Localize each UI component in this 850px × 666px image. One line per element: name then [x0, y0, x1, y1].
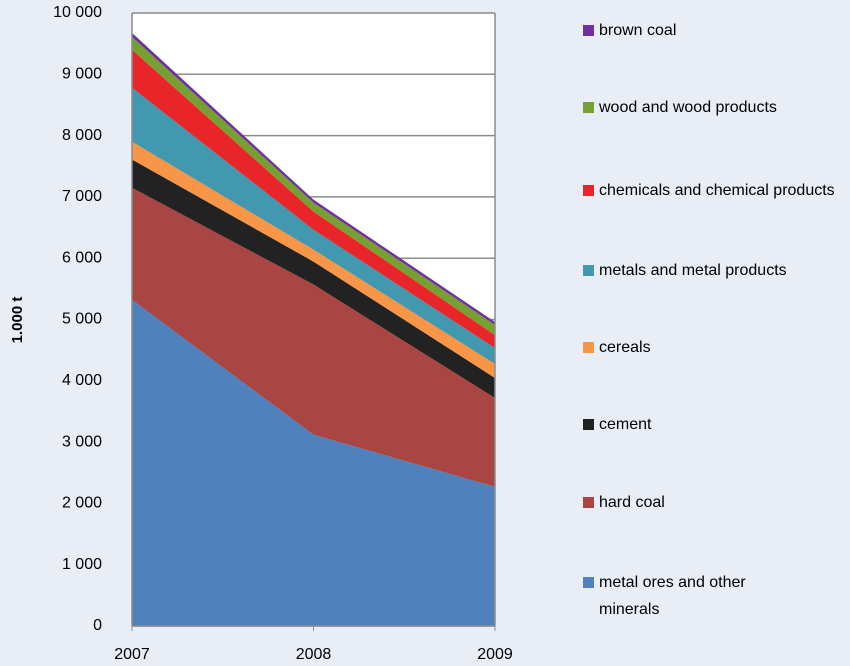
legend-entry: metals and metal products [583, 257, 789, 284]
legend-label: wood and wood products [599, 99, 777, 116]
legend-label: brown coal [599, 22, 677, 39]
legend-label: metals and metal products [599, 262, 787, 279]
x-tick-label: 2008 [296, 646, 332, 663]
y-tick-label: 0 [93, 617, 102, 634]
legend-swatch [583, 102, 594, 113]
legend-label: cement [599, 416, 652, 433]
legend-entry: brown coal [583, 17, 849, 44]
x-tick-label: 2009 [477, 646, 513, 663]
legend-swatch [583, 497, 594, 508]
legend-entry: cement [583, 411, 849, 438]
area [132, 141, 495, 379]
legend-entry: metal ores and other minerals [583, 569, 789, 623]
legend-swatch [583, 342, 594, 353]
area [132, 299, 495, 626]
legend-label: hard coal [599, 494, 665, 511]
legend-entry: wood and wood products [583, 94, 789, 121]
x-tick-label: 2007 [114, 646, 150, 663]
y-tick-label: 1 000 [62, 556, 102, 573]
legend-label: cereals [599, 339, 651, 356]
area [132, 49, 495, 349]
y-tick-label: 8 000 [62, 127, 102, 144]
legend-swatch [583, 577, 594, 588]
y-tick-label: 4 000 [62, 372, 102, 389]
legend-label: chemicals and chemical products [599, 182, 835, 199]
legend-swatch [583, 265, 594, 276]
area [132, 159, 495, 398]
y-tick-label: 10 000 [53, 4, 102, 21]
legend-entry: chemicals and chemical products [583, 177, 850, 204]
legend-entry: hard coal [583, 489, 849, 516]
legend-label: metal ores and other minerals [599, 574, 746, 618]
y-tick-label: 6 000 [62, 249, 102, 266]
area [132, 36, 495, 336]
y-tick-label: 2 000 [62, 495, 102, 512]
y-tick-label: 3 000 [62, 433, 102, 450]
y-tick-label: 7 000 [62, 188, 102, 205]
area [132, 187, 495, 487]
legend-entry: cereals [583, 334, 849, 361]
y-tick-label: 9 000 [62, 66, 102, 83]
area [132, 87, 495, 364]
legend-swatch [583, 25, 594, 36]
y-tick-label: 5 000 [62, 311, 102, 328]
y-axis-label: 1.000 t [9, 297, 26, 344]
legend-swatch [583, 185, 594, 196]
legend-swatch [583, 419, 594, 430]
